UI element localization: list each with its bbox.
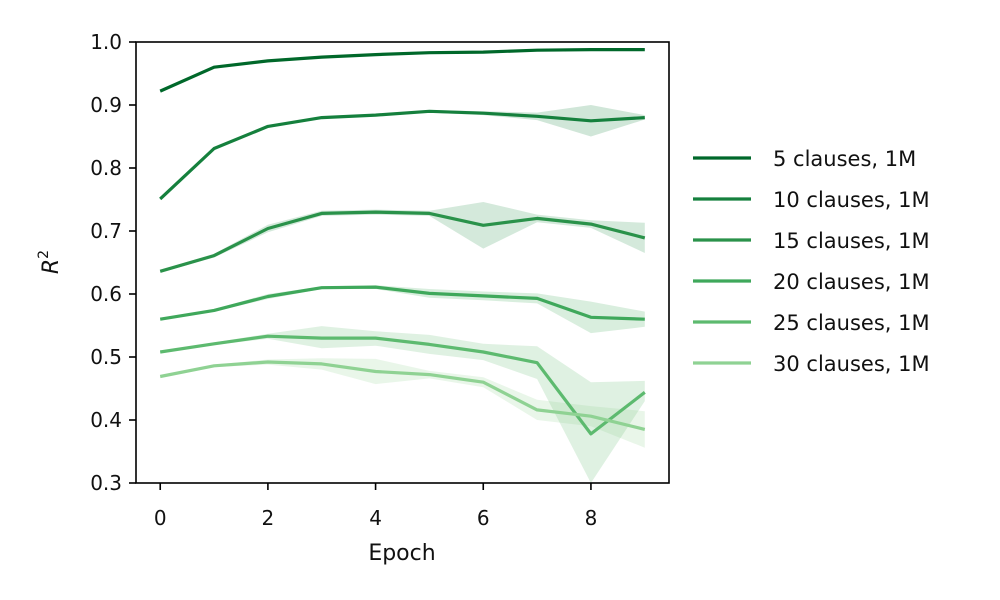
legend-label-4: 20 clauses, 1M xyxy=(773,270,930,294)
confidence-band-2 xyxy=(160,105,645,201)
series-line-4 xyxy=(159,285,645,321)
y-axis-ticks: 0.3 0.4 0.5 0.6 0.7 0.8 0.9 1.0 xyxy=(90,30,136,495)
x-tick-label: 4 xyxy=(369,506,382,530)
series-line-1 xyxy=(159,47,645,93)
y-tick-label: 0.6 xyxy=(90,282,122,306)
legend-label-5: 25 clauses, 1M xyxy=(773,311,930,335)
series-lines xyxy=(159,47,646,436)
legend-label-6: 30 clauses, 1M xyxy=(773,352,930,376)
y-tick-label: 1.0 xyxy=(90,30,122,54)
legend-label-1: 5 clauses, 1M xyxy=(773,147,916,171)
legend-label-3: 15 clauses, 1M xyxy=(773,229,930,253)
x-axis-ticks: 0 2 4 6 8 xyxy=(154,483,597,530)
y-tick-label: 0.8 xyxy=(90,156,122,180)
y-tick-label: 0.3 xyxy=(90,471,122,495)
y-tick-label: 0.5 xyxy=(90,345,122,369)
series-line-6 xyxy=(159,360,646,431)
y-axis-title-superscript: 2 xyxy=(36,250,52,259)
svg-text:R2: R2 xyxy=(36,250,64,274)
series-line-5 xyxy=(159,334,646,436)
x-tick-label: 0 xyxy=(154,506,167,530)
legend: 5 clauses, 1M 10 clauses, 1M 15 clauses, 1… xyxy=(693,147,930,376)
x-tick-label: 8 xyxy=(585,506,598,530)
y-axis-title: R2 xyxy=(36,250,64,274)
y-tick-label: 0.4 xyxy=(90,408,122,432)
plot-frame xyxy=(135,41,670,484)
confidence-band-5 xyxy=(160,326,645,483)
x-tick-label: 2 xyxy=(262,506,275,530)
y-axis-title-base: R xyxy=(39,259,64,274)
confidence-band-1 xyxy=(160,48,645,93)
y-tick-label: 0.9 xyxy=(90,93,122,117)
series-line-2 xyxy=(159,109,645,201)
x-axis-title: Epoch xyxy=(368,541,435,566)
x-tick-label: 6 xyxy=(477,506,490,530)
series-line-3 xyxy=(159,210,646,273)
y-tick-label: 0.7 xyxy=(90,219,122,243)
legend-label-2: 10 clauses, 1M xyxy=(773,188,930,212)
